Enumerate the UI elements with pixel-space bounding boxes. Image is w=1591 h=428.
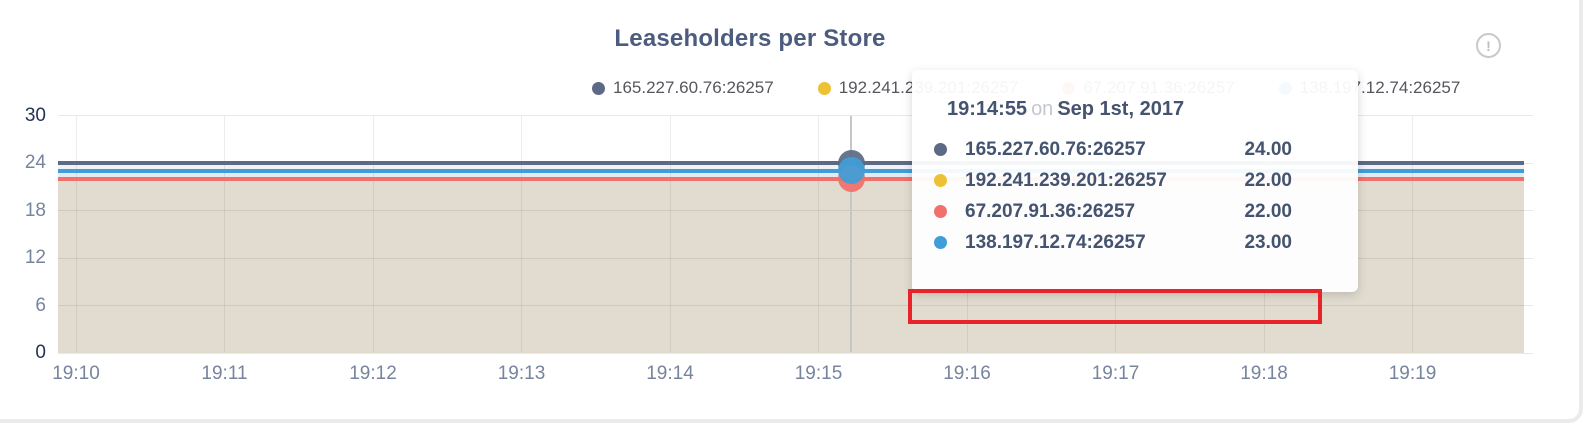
y-axis-label: 18 (24, 199, 46, 221)
gridline-horizontal (58, 115, 1533, 116)
legend-swatch-icon (817, 81, 831, 95)
gridline-vertical (1412, 115, 1413, 352)
gridline-vertical (75, 115, 77, 352)
info-icon[interactable]: ! (1476, 33, 1501, 58)
legend-item-0[interactable]: 165.227.60.76:26257 (592, 78, 774, 98)
tooltip-series-value: 22.00 (1244, 200, 1292, 222)
y-axis-label: 24 (24, 152, 46, 173)
tooltip-date: Sep 1st, 2017 (1057, 98, 1185, 120)
hover-point (837, 157, 865, 185)
tooltip-series-value: 23.00 (1244, 231, 1292, 253)
tooltip-series-value: 24.00 (1244, 138, 1292, 160)
gridline-vertical (818, 115, 819, 352)
x-axis-label: 19:19 (1388, 363, 1437, 384)
tooltip-row: 165.227.60.76:26257 24.00 (934, 134, 1358, 165)
tooltip-series-label: 138.197.12.74:26257 (965, 231, 1146, 253)
x-axis-label: 19:13 (497, 363, 546, 384)
x-axis-label: 19:16 (943, 363, 991, 384)
tooltip-row: 192.241.239.201:26257 22.00 (934, 165, 1358, 196)
gridline-horizontal (58, 210, 1533, 211)
x-axis-label: 19:10 (52, 363, 100, 384)
tooltip-swatch-icon (934, 205, 947, 218)
x-axis-label: 19:11 (201, 363, 248, 384)
chart-title: Leaseholders per Store (614, 25, 886, 52)
tooltip-swatch-icon (934, 236, 947, 249)
tooltip-conjunction: on (1031, 98, 1054, 120)
gridline-vertical (669, 115, 671, 352)
gridline-horizontal (58, 257, 1533, 259)
gridline-vertical (224, 115, 225, 352)
tooltip-row: 67.207.91.36:26257 22.00 (934, 196, 1358, 227)
hover-crosshair (849, 115, 853, 352)
gridline-horizontal (58, 352, 1533, 354)
tooltip-header: 19:14:55 on Sep 1st, 2017 (947, 98, 1358, 121)
gridline-vertical (521, 115, 522, 352)
tooltip-swatch-icon (934, 174, 947, 187)
y-axis-label: 6 (35, 294, 46, 316)
info-icon-glyph: ! (1486, 37, 1491, 54)
y-axis-label: 0 (35, 342, 46, 363)
x-axis-label: 19:12 (349, 363, 397, 384)
x-axis-label: 19:14 (646, 363, 694, 384)
series-line (58, 161, 1524, 165)
gridline-vertical (372, 115, 374, 352)
tooltip-row: 138.197.12.74:26257 23.00 (934, 227, 1358, 258)
tooltip-series-label: 67.207.91.36:26257 (965, 200, 1136, 222)
tooltip-series-label: 192.241.239.201:26257 (965, 169, 1167, 191)
legend-label: 165.227.60.76:26257 (613, 78, 774, 97)
area-fill-band (58, 163, 1524, 171)
series-line (58, 169, 1524, 173)
tooltip-swatch-icon (934, 143, 947, 156)
gridline-horizontal (58, 305, 1533, 306)
hover-tooltip: 19:14:55 on Sep 1st, 2017 165.227.60.76:26… (908, 70, 1358, 324)
series-line (58, 177, 1524, 181)
y-axis-label: 30 (24, 104, 46, 126)
x-axis-label: 19:17 (1091, 363, 1140, 384)
area-fill-band (58, 170, 1524, 179)
legend-swatch-icon (592, 81, 605, 95)
x-axis-label: 19:15 (794, 363, 843, 384)
y-axis-label: 12 (24, 247, 46, 268)
tooltip-series-label: 165.227.60.76:26257 (965, 138, 1146, 160)
x-axis-label: 19:18 (1240, 363, 1288, 384)
tooltip-series-value: 22.00 (1244, 169, 1292, 191)
tooltip-time: 19:14:55 (947, 98, 1028, 120)
tooltip-rows: 165.227.60.76:26257 24.00 192.241.239.201:… (934, 134, 1358, 258)
